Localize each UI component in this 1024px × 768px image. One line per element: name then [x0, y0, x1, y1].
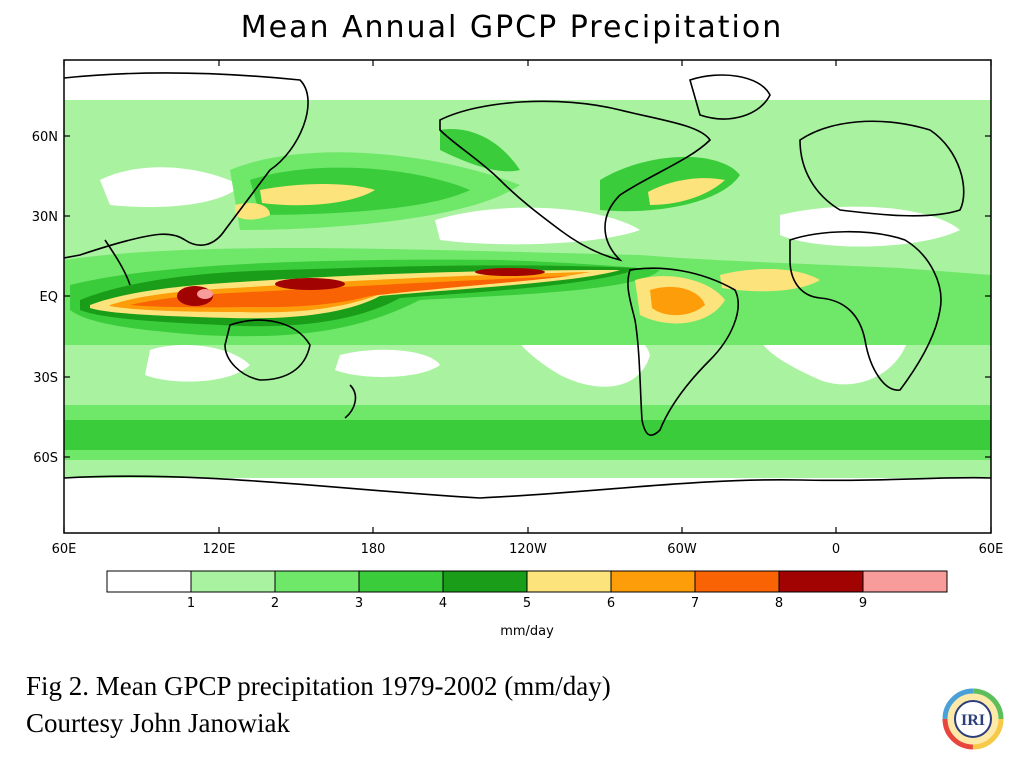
lat-tick-label: 60S	[33, 451, 58, 466]
caption-line-1: Fig 2. Mean GPCP precipitation 1979-2002…	[26, 671, 611, 701]
logo-ring-arc-3	[942, 688, 1004, 750]
longitude-axis: 60E 120E 180 120W 60W 0 60E	[52, 60, 1004, 557]
lon-tick-label: 60W	[667, 542, 697, 557]
colorbar-swatch	[442, 570, 528, 593]
colorbar-swatch	[358, 570, 444, 593]
lat-tick-label: EQ	[40, 290, 58, 305]
colorbar-tick-label: 3	[355, 596, 363, 611]
logo-ring-arc-4	[942, 688, 1004, 750]
logo-text: IRI	[961, 712, 985, 729]
colorbar-swatch	[106, 570, 192, 593]
colorbar-swatch	[526, 570, 612, 593]
colorbar-tick-label: 9	[859, 596, 867, 611]
lat-tick-label: 30N	[32, 210, 58, 225]
colorbar-tick-label: 5	[523, 596, 531, 611]
colorbar: 1 2 3 4 5 6 7 8 9	[106, 570, 948, 611]
lon-tick-label: 0	[832, 542, 840, 557]
colorbar-units: mm/day	[500, 624, 554, 639]
logo-ring-arc-2	[942, 688, 1004, 750]
colorbar-tick-label: 2	[271, 596, 279, 611]
lon-tick-label: 120W	[509, 542, 547, 557]
lon-tick-label: 120E	[202, 542, 235, 557]
map-title: Mean Annual GPCP Precipitation	[240, 10, 784, 45]
colorbar-tick-label: 7	[691, 596, 699, 611]
lon-tick-label: 180	[361, 542, 386, 557]
lat-tick-label: 60N	[32, 130, 58, 145]
figure-caption: Fig 2. Mean GPCP precipitation 1979-2002…	[26, 668, 611, 742]
colorbar-swatch	[190, 570, 276, 593]
caption-line-2: Courtesy John Janowiak	[26, 708, 290, 738]
iri-logo: IRI	[942, 688, 1004, 750]
lon-tick-label: 60E	[979, 542, 1004, 557]
colorbar-tick-label: 1	[187, 596, 195, 611]
colorbar-swatch	[778, 570, 864, 593]
colorbar-swatch	[694, 570, 780, 593]
colorbar-tick-label: 6	[607, 596, 615, 611]
colorbar-tick-label: 8	[775, 596, 783, 611]
lat-tick-label: 30S	[33, 371, 58, 386]
colorbar-swatch	[274, 570, 360, 593]
lon-tick-label: 60E	[52, 542, 77, 557]
colorbar-swatch	[862, 570, 948, 593]
coastlines	[64, 72, 991, 499]
latitude-axis: 60N 30N EQ 30S 60S	[32, 130, 991, 466]
precipitation-field	[64, 60, 991, 533]
colorbar-tick-label: 4	[439, 596, 447, 611]
colorbar-swatch	[610, 570, 696, 593]
logo-center	[954, 700, 992, 738]
